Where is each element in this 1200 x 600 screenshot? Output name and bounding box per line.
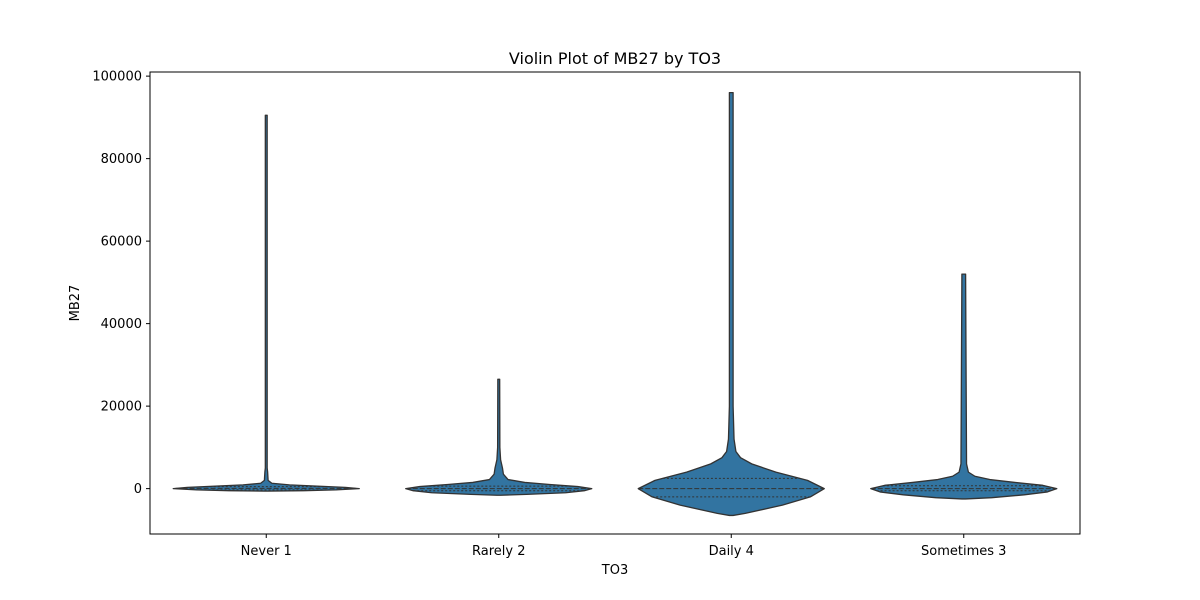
y-tick-label: 0 bbox=[134, 482, 142, 497]
y-tick-label: 20000 bbox=[101, 400, 142, 415]
y-tick-label: 40000 bbox=[101, 317, 142, 332]
plot-frame bbox=[149, 71, 1081, 535]
x-tick-label: Daily 4 bbox=[709, 544, 754, 559]
x-tick-label: Rarely 2 bbox=[472, 544, 525, 559]
x-axis-label: TO3 bbox=[601, 563, 628, 578]
chart-title: Violin Plot of MB27 by TO3 bbox=[509, 49, 721, 68]
violins-group bbox=[172, 91, 1058, 517]
y-axis-ticks: 0 20000 40000 60000 80000 100000 bbox=[92, 70, 150, 497]
y-tick-label: 100000 bbox=[92, 70, 142, 85]
violin-body bbox=[172, 114, 360, 492]
y-axis-label: MB27 bbox=[68, 285, 83, 322]
x-axis-ticks: Never 1 Rarely 2 Daily 4 Sometimes 3 bbox=[241, 534, 1006, 559]
x-tick-label: Never 1 bbox=[241, 544, 292, 559]
violin-body bbox=[637, 91, 825, 517]
y-tick-label: 80000 bbox=[101, 152, 142, 167]
violin-body bbox=[405, 378, 593, 496]
x-tick-label: Sometimes 3 bbox=[921, 544, 1006, 559]
y-tick-label: 60000 bbox=[101, 235, 142, 250]
